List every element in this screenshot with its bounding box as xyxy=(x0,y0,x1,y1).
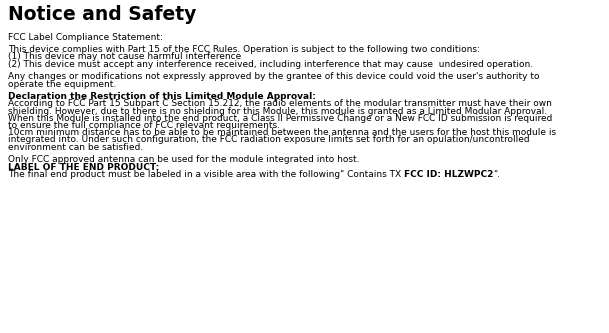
Text: When this Module is installed into the end product, a Class II Permissive Change: When this Module is installed into the e… xyxy=(8,114,552,123)
Text: (1) This device may not cause harmful interference: (1) This device may not cause harmful in… xyxy=(8,52,241,61)
Text: environment can be satisfied.: environment can be satisfied. xyxy=(8,143,143,152)
Text: integrated into. Under such configuration, the FCC radiation exposure limits set: integrated into. Under such configuratio… xyxy=(8,136,530,145)
Text: shielding. However, due to there is no shielding for this Module, this module is: shielding. However, due to there is no s… xyxy=(8,107,547,116)
Text: ".: ". xyxy=(493,170,501,179)
Text: Only FCC approved antenna can be used for the module integrated into host.: Only FCC approved antenna can be used fo… xyxy=(8,155,359,164)
Text: Notice and Safety: Notice and Safety xyxy=(8,6,196,25)
Text: This device complies with Part 15 of the FCC Rules. Operation is subject to the : This device complies with Part 15 of the… xyxy=(8,45,480,54)
Text: LABEL OF THE END PRODUCT:: LABEL OF THE END PRODUCT: xyxy=(8,163,159,171)
Text: According to FCC Part 15 Subpart C Section 15.212, the radio elements of the mod: According to FCC Part 15 Subpart C Secti… xyxy=(8,99,552,109)
Text: to ensure the full compliance of FCC relevant requirements.: to ensure the full compliance of FCC rel… xyxy=(8,121,280,130)
Text: operate the equipment.: operate the equipment. xyxy=(8,80,116,89)
Text: Declaration the Restriction of this Limited Module Approval:: Declaration the Restriction of this Limi… xyxy=(8,92,316,101)
Text: FCC Label Compliance Statement:: FCC Label Compliance Statement: xyxy=(8,33,163,42)
Text: FCC ID: HLZWPC2: FCC ID: HLZWPC2 xyxy=(404,170,493,179)
Text: The final end product must be labeled in a visible area with the following" Cont: The final end product must be labeled in… xyxy=(8,170,404,179)
Text: 10cm minimum distance has to be able to be maintained between the antenna and th: 10cm minimum distance has to be able to … xyxy=(8,128,556,137)
Text: Any changes or modifications not expressly approved by the grantee of this devic: Any changes or modifications not express… xyxy=(8,72,540,81)
Text: (2) This device must accept any interference received, including interference th: (2) This device must accept any interfer… xyxy=(8,60,533,69)
